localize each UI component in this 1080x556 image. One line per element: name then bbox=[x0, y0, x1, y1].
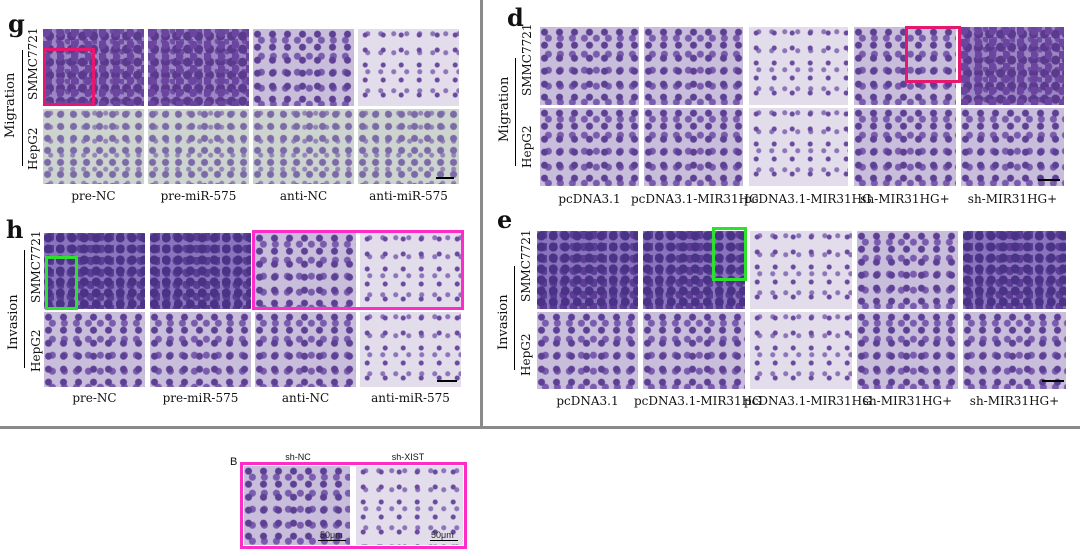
column-label-d-1: pcDNA3.1 bbox=[558, 192, 621, 206]
highlight-box-green bbox=[712, 227, 747, 281]
micrograph-b-1 bbox=[244, 466, 350, 545]
micrograph-d-r2-c4 bbox=[854, 108, 956, 186]
micrograph-h-r1-c2 bbox=[150, 233, 251, 309]
micrograph-e-r1-c5 bbox=[963, 231, 1066, 309]
panel-letter-e: e bbox=[497, 205, 513, 234]
column-label-d-2: pcDNA3.1-MIR31HG bbox=[631, 192, 759, 206]
scale-bar bbox=[1038, 179, 1060, 181]
column-label-h-4: anti-miR-575 bbox=[371, 391, 450, 405]
scale-bar bbox=[437, 380, 457, 382]
micrograph-e-r1-c3 bbox=[750, 231, 852, 309]
micrograph-h-r2-c3 bbox=[255, 312, 356, 387]
group-label-invasion-e: Invasion bbox=[496, 294, 511, 350]
highlight-box-magenta bbox=[252, 230, 464, 310]
column-label-e-5: sh-MIR31HG+ bbox=[969, 394, 1060, 408]
micrograph-d-r2-c3 bbox=[749, 108, 848, 186]
scale-bar bbox=[436, 177, 454, 179]
micrograph-h-r2-c4 bbox=[360, 312, 461, 387]
micrograph-h-r2-c1 bbox=[44, 312, 145, 387]
micrograph-e-r1-c1 bbox=[537, 231, 638, 309]
panel-letter-g: g bbox=[8, 9, 25, 38]
group-label-invasion-h: Invasion bbox=[6, 294, 21, 350]
group-label-line bbox=[515, 58, 516, 166]
group-label-migration-g: Migration bbox=[3, 72, 18, 138]
micrograph-h-r1-c1 bbox=[44, 233, 145, 309]
group-label-line bbox=[22, 50, 23, 166]
micrograph-e-r2-c2 bbox=[643, 312, 745, 389]
scale-bar bbox=[430, 540, 458, 541]
group-label-line bbox=[514, 266, 515, 370]
micrograph-d-r2-c1 bbox=[540, 108, 639, 186]
column-label-g-4: anti-miR-575 bbox=[369, 189, 448, 203]
micrograph-d-r2-c5 bbox=[961, 108, 1064, 186]
scale-bar bbox=[1042, 380, 1064, 382]
micrograph-e-r2-c5 bbox=[963, 312, 1066, 389]
micrograph-g-r2-c2 bbox=[148, 109, 249, 184]
row-label-hepg2-d: HepG2 bbox=[520, 125, 534, 168]
scale-label-b-1: 50μm bbox=[320, 530, 343, 540]
column-label-e-4: sh-MIR31HG+ bbox=[862, 394, 953, 408]
highlight-box-red bbox=[43, 48, 95, 106]
row-label-smmc7721-h: SMMC7721 bbox=[29, 230, 43, 303]
highlight-box-magenta bbox=[240, 462, 467, 549]
panel-letter-h: h bbox=[6, 215, 24, 244]
highlight-box-red bbox=[905, 26, 961, 83]
column-label-e-3: pcDNA3.1-MIR31HG bbox=[744, 394, 872, 408]
row-label-smmc7721-e: SMMC7721 bbox=[519, 229, 533, 302]
column-label-b-2: sh-XIST bbox=[391, 452, 425, 462]
micrograph-e-r1-c2 bbox=[643, 231, 745, 309]
column-label-d-5: sh-MIR31HG+ bbox=[967, 192, 1058, 206]
column-label-e-1: pcDNA3.1 bbox=[556, 394, 619, 408]
micrograph-e-r2-c3 bbox=[750, 312, 852, 389]
micrograph-g-r1-c3 bbox=[253, 29, 354, 106]
panel-letter-b: B bbox=[230, 456, 238, 468]
column-label-g-3: anti-NC bbox=[279, 189, 328, 203]
column-label-h-1: pre-NC bbox=[72, 391, 117, 405]
highlight-box-green bbox=[45, 256, 78, 310]
micrograph-d-r1-c5 bbox=[961, 27, 1064, 105]
micrograph-g-r2-c3 bbox=[253, 109, 354, 184]
micrograph-g-r2-c4 bbox=[358, 109, 459, 184]
micrograph-b-2 bbox=[356, 466, 463, 545]
row-label-smmc7721-d: SMMC7721 bbox=[520, 23, 534, 96]
micrograph-h-r2-c2 bbox=[150, 312, 251, 387]
micrograph-d-r1-c1 bbox=[540, 27, 639, 105]
group-label-migration-d: Migration bbox=[497, 76, 512, 142]
micrograph-g-r1-c4 bbox=[358, 29, 459, 106]
micrograph-e-r2-c4 bbox=[857, 312, 958, 389]
panel-letter-d: d bbox=[507, 3, 524, 32]
vertical-divider bbox=[480, 0, 483, 428]
row-label-hepg2-g: HepG2 bbox=[26, 127, 40, 170]
micrograph-e-r1-c4 bbox=[857, 231, 958, 309]
column-label-d-3: pcDNA3.1-MIR31HG bbox=[744, 192, 872, 206]
row-label-smmc7721-g: SMMC7721 bbox=[26, 27, 40, 100]
micrograph-g-r2-c1 bbox=[43, 109, 144, 184]
micrograph-d-r1-c2 bbox=[644, 27, 743, 105]
micrograph-d-r1-c3 bbox=[749, 27, 848, 105]
column-label-e-2: pcDNA3.1-MIR31HG bbox=[634, 394, 762, 408]
column-label-h-2: pre-miR-575 bbox=[162, 391, 239, 405]
micrograph-h-r1-c3 bbox=[255, 233, 356, 309]
row-label-hepg2-h: HepG2 bbox=[29, 329, 43, 372]
scale-label-b-2: 50μm bbox=[431, 530, 454, 540]
column-label-g-1: pre-NC bbox=[71, 189, 116, 203]
column-label-b-1: sh-NC bbox=[285, 452, 311, 462]
micrograph-d-r2-c2 bbox=[644, 108, 743, 186]
column-label-h-3: anti-NC bbox=[281, 391, 330, 405]
group-label-line bbox=[24, 250, 25, 368]
micrograph-h-r1-c4 bbox=[360, 233, 461, 309]
horizontal-divider bbox=[0, 426, 1080, 429]
micrograph-e-r2-c1 bbox=[537, 312, 638, 389]
row-label-hepg2-e: HepG2 bbox=[519, 333, 533, 376]
micrograph-g-r1-c2 bbox=[148, 29, 249, 106]
column-label-g-2: pre-miR-575 bbox=[160, 189, 237, 203]
scale-bar bbox=[318, 540, 346, 541]
column-label-d-4: sh-MIR31HG+ bbox=[860, 192, 950, 206]
